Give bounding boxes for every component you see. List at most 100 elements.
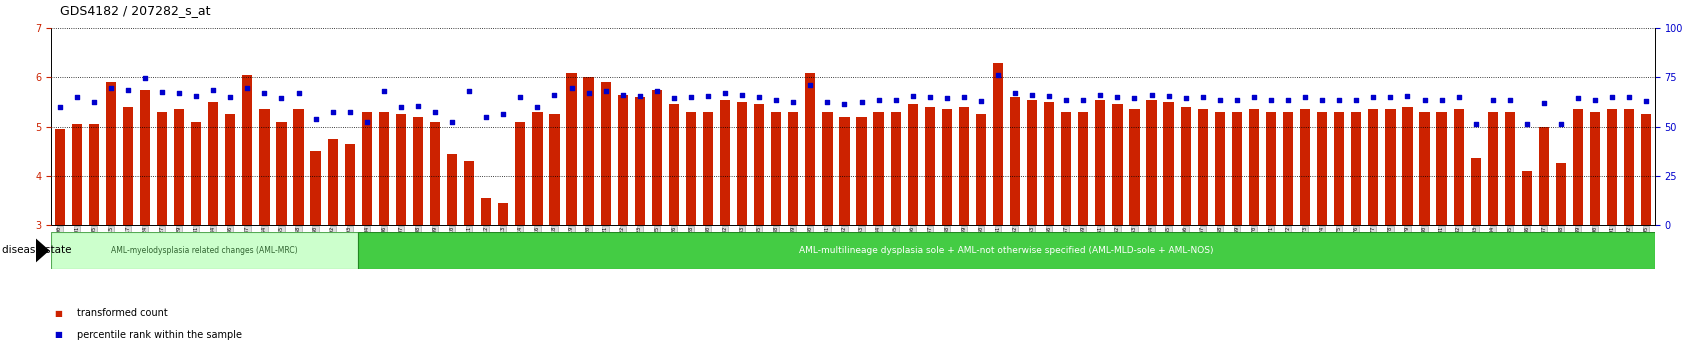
- Bar: [72, 124, 82, 225]
- Point: [575, 90, 602, 96]
- Point: [609, 92, 636, 97]
- Bar: [651, 90, 662, 225]
- Point: [404, 103, 431, 109]
- Point: [1342, 97, 1369, 102]
- Bar: [1214, 112, 1224, 225]
- Bar: [89, 124, 99, 225]
- Bar: [975, 114, 985, 225]
- Point: [592, 88, 619, 94]
- Point: [234, 85, 261, 91]
- Bar: [106, 82, 116, 225]
- Point: [1171, 95, 1199, 101]
- Point: [728, 92, 755, 97]
- Point: [864, 97, 892, 102]
- Bar: [702, 112, 713, 225]
- Point: [1427, 97, 1454, 102]
- Bar: [208, 102, 218, 225]
- Bar: [1538, 126, 1548, 225]
- Point: [881, 97, 909, 102]
- Bar: [890, 112, 900, 225]
- Point: [1257, 97, 1284, 102]
- Point: [677, 94, 704, 100]
- Point: [1512, 121, 1540, 127]
- Polygon shape: [36, 239, 49, 263]
- Bar: [498, 203, 508, 225]
- Point: [1598, 94, 1625, 100]
- Bar: [1231, 112, 1241, 225]
- Text: AML-myelodysplasia related changes (AML-MRC): AML-myelodysplasia related changes (AML-…: [111, 246, 298, 255]
- Bar: [771, 112, 781, 225]
- Point: [813, 99, 841, 105]
- Bar: [358, 232, 1654, 269]
- Point: [1495, 97, 1523, 102]
- Point: [1359, 94, 1386, 100]
- Bar: [1282, 112, 1292, 225]
- Bar: [1367, 109, 1378, 225]
- Text: transformed count: transformed count: [77, 308, 167, 318]
- Point: [63, 94, 90, 100]
- Point: [1444, 94, 1471, 100]
- Bar: [1112, 104, 1122, 225]
- Point: [1308, 97, 1335, 102]
- Bar: [941, 109, 951, 225]
- Bar: [174, 109, 184, 225]
- Bar: [958, 107, 968, 225]
- Point: [1205, 97, 1233, 102]
- Point: [1291, 94, 1318, 100]
- Bar: [549, 114, 559, 225]
- Point: [558, 85, 585, 91]
- Point: [199, 87, 227, 92]
- Point: [148, 89, 176, 95]
- Bar: [1299, 109, 1309, 225]
- Point: [540, 92, 568, 97]
- Bar: [566, 73, 576, 225]
- Bar: [1009, 97, 1020, 225]
- Text: disease state: disease state: [2, 245, 72, 256]
- Bar: [327, 139, 338, 225]
- Point: [1103, 94, 1130, 100]
- Point: [1120, 95, 1147, 101]
- Bar: [447, 154, 457, 225]
- Bar: [191, 122, 201, 225]
- Point: [1410, 97, 1437, 102]
- Point: [489, 112, 517, 117]
- Point: [1154, 93, 1182, 99]
- Bar: [839, 117, 849, 225]
- Bar: [361, 112, 372, 225]
- Bar: [225, 114, 235, 225]
- Point: [387, 104, 414, 110]
- Bar: [344, 144, 355, 225]
- Point: [1069, 97, 1096, 102]
- Point: [182, 93, 210, 99]
- Point: [370, 88, 397, 94]
- Bar: [1606, 109, 1616, 225]
- Bar: [805, 73, 815, 225]
- Bar: [1402, 107, 1412, 225]
- Point: [643, 88, 670, 94]
- Point: [131, 76, 159, 81]
- Bar: [140, 90, 150, 225]
- Bar: [1265, 112, 1275, 225]
- Bar: [1350, 112, 1361, 225]
- Point: [1376, 94, 1403, 100]
- Bar: [685, 112, 696, 225]
- Bar: [1436, 112, 1446, 225]
- Point: [1393, 93, 1420, 99]
- Bar: [617, 95, 627, 225]
- Bar: [668, 104, 679, 225]
- Point: [1529, 100, 1557, 106]
- Bar: [157, 112, 167, 225]
- Point: [847, 99, 875, 105]
- Point: [1615, 94, 1642, 100]
- Bar: [1453, 109, 1463, 225]
- Text: ■: ■: [55, 309, 63, 318]
- Bar: [1521, 171, 1531, 225]
- Bar: [1640, 114, 1650, 225]
- Bar: [600, 82, 610, 225]
- Bar: [822, 112, 832, 225]
- Bar: [276, 122, 286, 225]
- Point: [506, 94, 534, 100]
- Bar: [1333, 112, 1344, 225]
- Bar: [396, 114, 406, 225]
- Point: [285, 90, 312, 96]
